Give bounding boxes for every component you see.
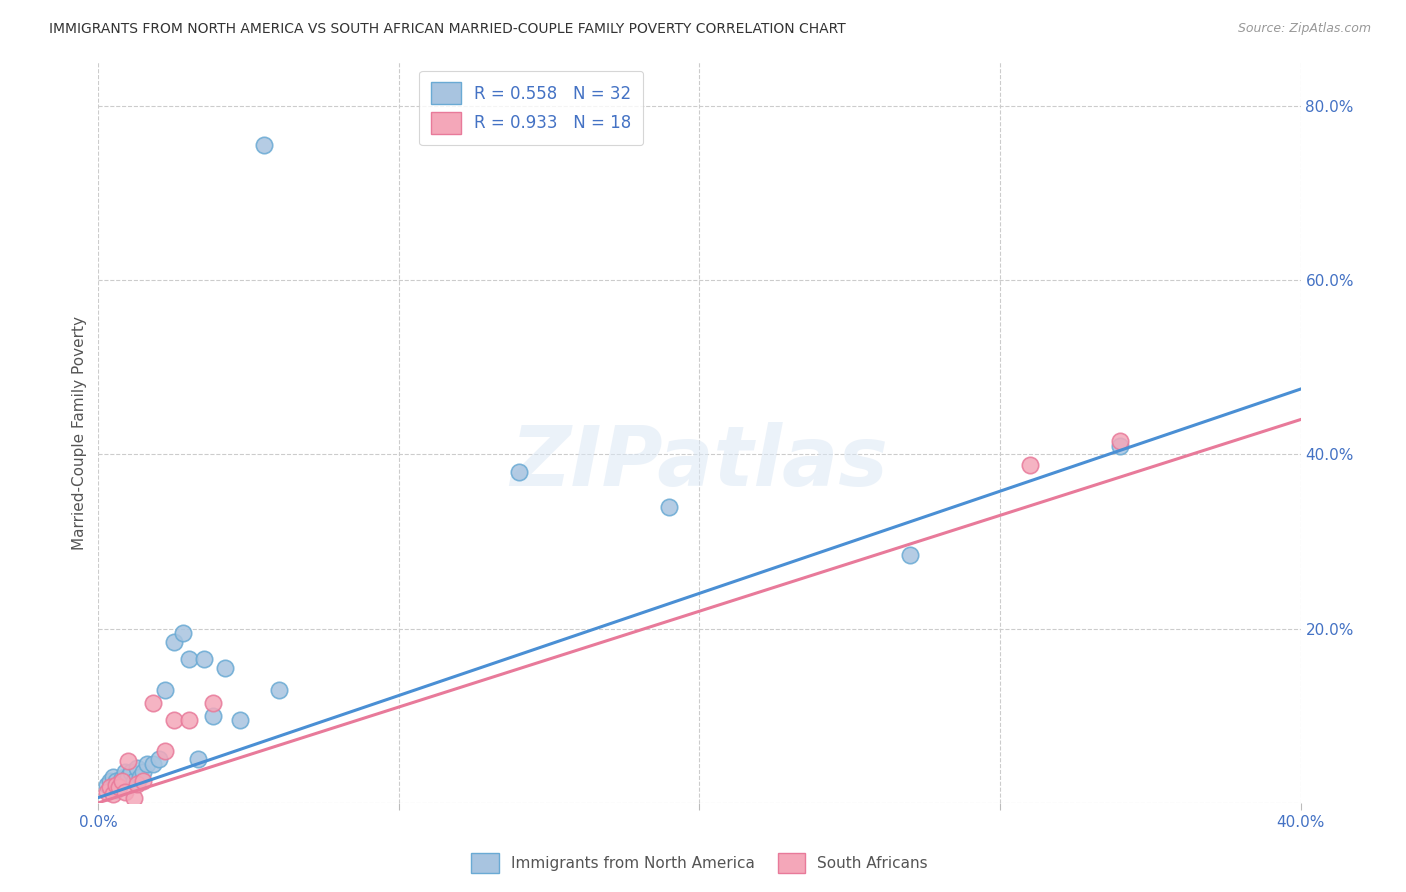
Point (129, 770, 152, 784)
Point (177, 713, 200, 727)
Legend: Immigrants from North America, South Africans: Immigrants from North America, South Afr… (464, 846, 935, 880)
Point (201, 696, 224, 710)
Point (141, 696, 163, 710)
Point (141, 756, 163, 771)
Point (132, 765, 155, 780)
Point (508, 465, 530, 479)
Point (898, 548, 921, 562)
Point (193, 652, 215, 666)
Point (148, 752, 170, 766)
Point (201, 708, 224, 723)
Y-axis label: Married-Couple Family Poverty: Married-Couple Family Poverty (72, 316, 87, 549)
Point (162, 713, 184, 727)
Point (103, 770, 125, 784)
Point (114, 770, 136, 784)
Point (114, 785, 136, 799)
Point (1109, 434, 1132, 449)
Point (114, 765, 136, 780)
Point (108, 780, 131, 794)
Point (187, 752, 209, 766)
Point (111, 772, 134, 786)
Point (100, 780, 122, 794)
Point (96, 778, 118, 792)
Point (124, 774, 146, 789)
Point (153, 682, 176, 697)
Point (105, 778, 128, 792)
Point (96, 785, 118, 799)
Point (1019, 458, 1042, 472)
Point (103, 787, 125, 801)
Point (127, 777, 149, 791)
Point (1109, 439, 1132, 453)
Point (135, 756, 157, 771)
Point (162, 634, 184, 648)
Point (105, 782, 128, 797)
Point (658, 500, 681, 514)
Point (177, 652, 200, 666)
Point (105, 774, 128, 789)
Point (117, 770, 139, 784)
Text: ZIPatlas: ZIPatlas (510, 422, 889, 503)
Point (172, 626, 194, 640)
Point (100, 774, 122, 789)
Point (132, 774, 155, 789)
Point (117, 754, 139, 768)
Point (127, 761, 149, 775)
Point (121, 765, 143, 780)
Point (108, 777, 131, 791)
Point (253, 138, 276, 153)
Point (267, 682, 290, 697)
Point (214, 661, 236, 675)
Point (153, 743, 176, 757)
Text: Source: ZipAtlas.com: Source: ZipAtlas.com (1237, 22, 1371, 36)
Point (228, 713, 250, 727)
Point (111, 774, 134, 789)
Text: IMMIGRANTS FROM NORTH AMERICA VS SOUTH AFRICAN MARRIED-COUPLE FAMILY POVERTY COR: IMMIGRANTS FROM NORTH AMERICA VS SOUTH A… (49, 22, 846, 37)
Point (124, 791, 146, 805)
